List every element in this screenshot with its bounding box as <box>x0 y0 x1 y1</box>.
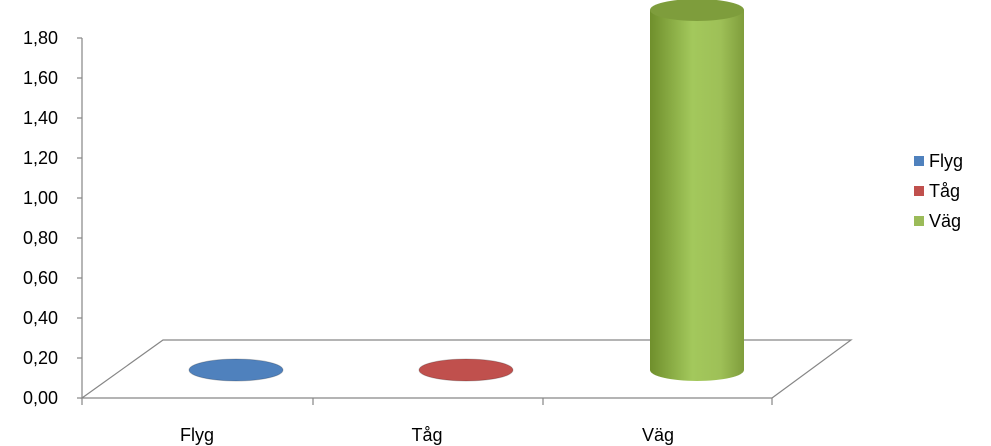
legend-item-vag: Väg <box>914 206 990 236</box>
y-tick-label: 0,00 <box>23 388 58 408</box>
bar-tåg <box>418 358 514 382</box>
y-tick-label: 0,60 <box>23 268 58 288</box>
y-tick-label: 1,60 <box>23 68 58 88</box>
legend-item-flyg: Flyg <box>914 146 990 176</box>
y-tick-label: 0,80 <box>23 228 58 248</box>
y-tick-label: 1,20 <box>23 148 58 168</box>
chart-floor <box>80 339 853 399</box>
bars <box>188 0 744 382</box>
x-tick-label: Tåg <box>411 425 442 445</box>
legend-item-tag: Tåg <box>914 176 990 206</box>
legend-swatch-vag <box>914 216 924 226</box>
bar-väg <box>650 0 744 381</box>
bar-flyg <box>188 358 284 382</box>
y-tick-label: 0,20 <box>23 348 58 368</box>
legend-swatch-tag <box>914 186 924 196</box>
y-tick-label: 1,80 <box>23 28 58 48</box>
legend-swatch-flyg <box>914 156 924 166</box>
legend-label-vag: Väg <box>929 210 962 231</box>
bar-body <box>650 10 744 381</box>
legend-label-flyg: Flyg <box>929 150 964 171</box>
labels: 0,00 0,20 0,40 0,60 0,80 1,00 1,20 1,40 1,60 1,80… <box>23 28 674 445</box>
axes <box>77 37 773 405</box>
y-tick-label: 0,40 <box>23 308 58 328</box>
legend: Flyg Tåg Väg <box>914 146 990 236</box>
bar-top <box>650 0 744 21</box>
legend-label-tag: Tåg <box>929 180 961 201</box>
y-tick-label: 1,00 <box>23 188 58 208</box>
x-tick-label: Flyg <box>180 425 214 445</box>
x-tick-label: Väg <box>642 425 674 445</box>
floor-outline <box>80 339 853 399</box>
y-tick-label: 1,40 <box>23 108 58 128</box>
